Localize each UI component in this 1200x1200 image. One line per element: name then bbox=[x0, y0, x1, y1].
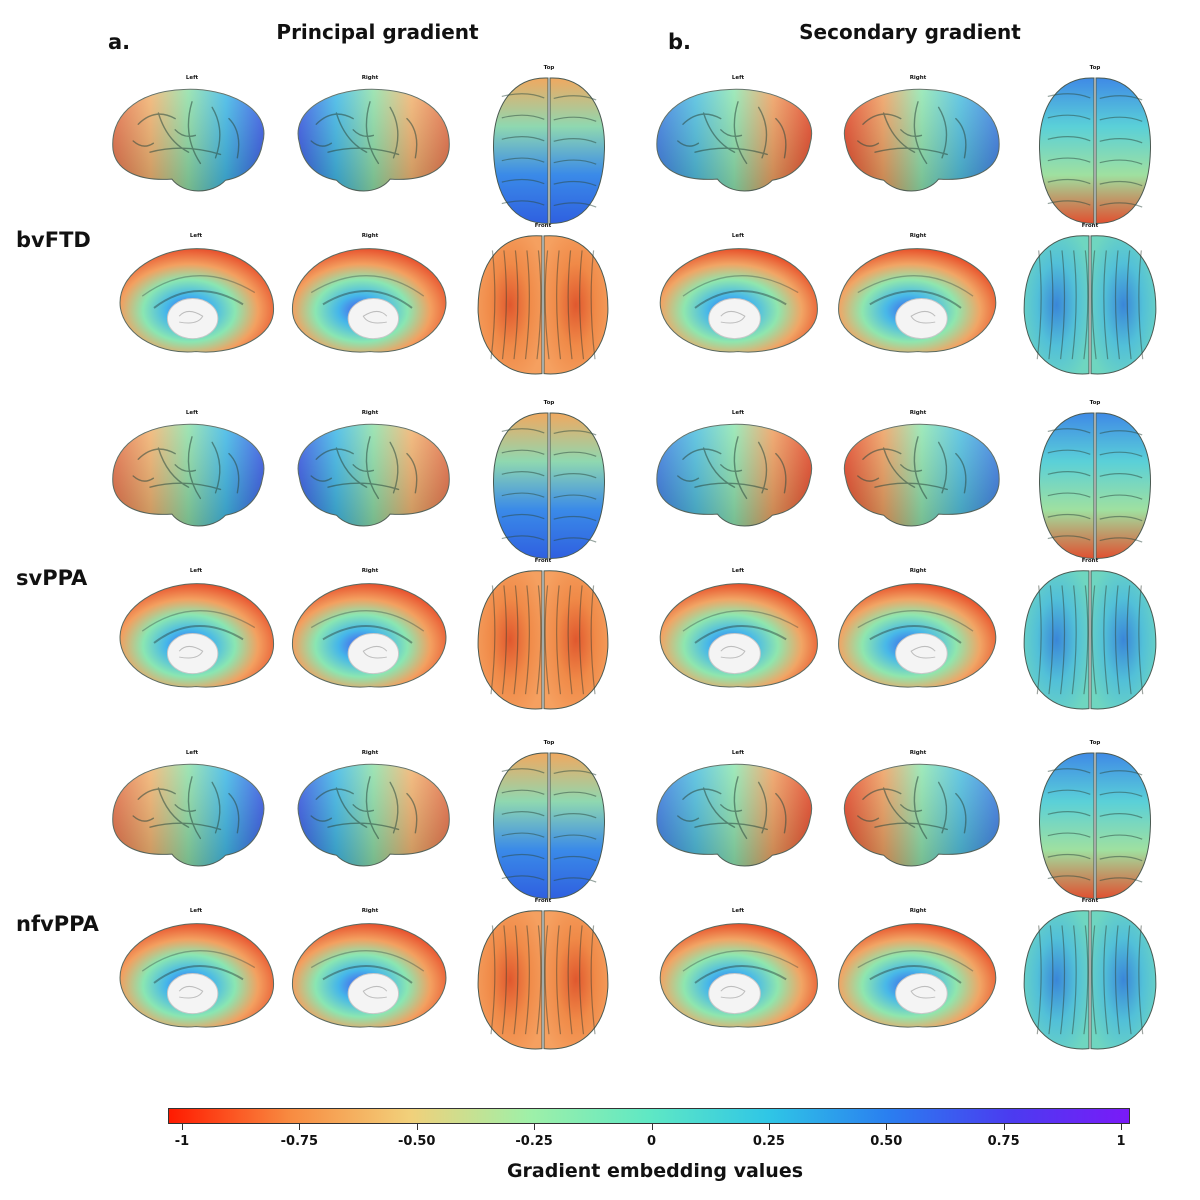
colorbar-tick-label: -0.75 bbox=[280, 1134, 319, 1149]
secondary-bvftd-medial-right bbox=[832, 243, 1004, 361]
principal-nfvppa-lateral-left-label: Left bbox=[185, 750, 199, 756]
group-label-nfvppa: nfvPPA bbox=[16, 912, 99, 936]
principal-nfvppa-medial-left bbox=[112, 918, 280, 1036]
panel-b-letter: b. bbox=[668, 30, 692, 54]
panel-a-title: Principal gradient bbox=[276, 20, 479, 44]
secondary-nfvppa-front-view bbox=[1020, 908, 1160, 1053]
secondary-bvftd-front-view bbox=[1020, 233, 1160, 378]
principal-bvftd-medial-right bbox=[286, 243, 454, 361]
colorbar bbox=[168, 1108, 1130, 1124]
secondary-svppa-lateral-right bbox=[832, 420, 1004, 532]
group-label-bvftd: bvFTD bbox=[16, 228, 91, 252]
principal-svppa-medial-left bbox=[112, 578, 280, 696]
principal-nfvppa-lateral-left bbox=[108, 760, 276, 872]
secondary-svppa-medial-right bbox=[832, 578, 1004, 696]
secondary-bvftd-medial-left-label: Left bbox=[731, 233, 745, 239]
principal-svppa-top-view bbox=[490, 410, 608, 560]
secondary-bvftd-medial-left bbox=[652, 243, 824, 361]
principal-bvftd-lateral-left-label: Left bbox=[185, 75, 199, 81]
principal-bvftd-lateral-right bbox=[286, 85, 454, 197]
principal-svppa-medial-right-label: Right bbox=[361, 568, 379, 574]
principal-bvftd-top-view bbox=[490, 75, 608, 225]
principal-bvftd-front-view bbox=[474, 233, 612, 378]
secondary-bvftd-lateral-right-label: Right bbox=[909, 75, 927, 81]
principal-nfvppa-top-view-label: Top bbox=[543, 740, 555, 746]
secondary-svppa-top-view-label: Top bbox=[1089, 400, 1101, 406]
colorbar-tick-label: -0.25 bbox=[515, 1134, 553, 1149]
colorbar-tick-mark bbox=[299, 1124, 301, 1130]
principal-nfvppa-medial-left-label: Left bbox=[189, 908, 203, 914]
colorbar-tick-mark bbox=[768, 1124, 770, 1130]
principal-bvftd-front-view-label: Front bbox=[534, 223, 552, 229]
colorbar-tick-label: -0.50 bbox=[398, 1134, 436, 1149]
principal-svppa-front-view-label: Front bbox=[534, 558, 552, 564]
principal-bvftd-medial-left-label: Left bbox=[189, 233, 203, 239]
colorbar-tick-label: -1 bbox=[174, 1134, 190, 1149]
secondary-nfvppa-lateral-right bbox=[832, 760, 1004, 872]
secondary-nfvppa-lateral-left-label: Left bbox=[731, 750, 745, 756]
principal-svppa-top-view-label: Top bbox=[543, 400, 555, 406]
secondary-svppa-lateral-right-label: Right bbox=[909, 410, 927, 416]
colorbar-tick-mark bbox=[1003, 1124, 1005, 1130]
secondary-nfvppa-top-view bbox=[1036, 750, 1154, 900]
principal-svppa-lateral-left-label: Left bbox=[185, 410, 199, 416]
principal-bvftd-top-view-label: Top bbox=[543, 65, 555, 71]
principal-bvftd-medial-right-label: Right bbox=[361, 233, 379, 239]
secondary-nfvppa-medial-left bbox=[652, 918, 824, 1036]
principal-svppa-lateral-left bbox=[108, 420, 276, 532]
principal-svppa-medial-left-label: Left bbox=[189, 568, 203, 574]
colorbar-tick-label: 0 bbox=[646, 1134, 657, 1149]
principal-nfvppa-medial-right-label: Right bbox=[361, 908, 379, 914]
secondary-svppa-medial-right-label: Right bbox=[909, 568, 927, 574]
secondary-nfvppa-lateral-right-label: Right bbox=[909, 750, 927, 756]
colorbar-title: Gradient embedding values bbox=[506, 1160, 804, 1182]
secondary-nfvppa-lateral-left bbox=[652, 760, 824, 872]
secondary-svppa-medial-left bbox=[652, 578, 824, 696]
group-label-svppa: svPPA bbox=[16, 566, 88, 590]
colorbar-tick-label: 0.50 bbox=[870, 1134, 903, 1149]
principal-nfvppa-lateral-right-label: Right bbox=[361, 750, 379, 756]
secondary-svppa-front-view-label: Front bbox=[1081, 558, 1099, 564]
principal-nfvppa-front-view-label: Front bbox=[534, 898, 552, 904]
colorbar-tick-mark bbox=[651, 1124, 653, 1130]
colorbar-tick-mark bbox=[1121, 1124, 1122, 1130]
secondary-bvftd-lateral-left bbox=[652, 85, 824, 197]
secondary-nfvppa-front-view-label: Front bbox=[1081, 898, 1099, 904]
colorbar-tick-label: 1 bbox=[1116, 1134, 1126, 1149]
colorbar-tick-label: 0.75 bbox=[987, 1134, 1020, 1149]
secondary-bvftd-lateral-left-label: Left bbox=[731, 75, 745, 81]
principal-svppa-lateral-right-label: Right bbox=[361, 410, 379, 416]
principal-nfvppa-front-view bbox=[474, 908, 612, 1053]
secondary-nfvppa-medial-right bbox=[832, 918, 1004, 1036]
secondary-bvftd-front-view-label: Front bbox=[1081, 223, 1099, 229]
panel-a-letter: a. bbox=[108, 30, 131, 54]
secondary-bvftd-top-view bbox=[1036, 75, 1154, 225]
principal-bvftd-lateral-left bbox=[108, 85, 276, 197]
secondary-nfvppa-medial-right-label: Right bbox=[909, 908, 927, 914]
principal-svppa-medial-right bbox=[286, 578, 454, 696]
colorbar-tick-mark bbox=[534, 1124, 536, 1130]
panel-b-title: Secondary gradient bbox=[799, 20, 1021, 44]
secondary-nfvppa-top-view-label: Top bbox=[1089, 740, 1101, 746]
principal-svppa-front-view bbox=[474, 568, 612, 713]
secondary-nfvppa-medial-left-label: Left bbox=[731, 908, 745, 914]
colorbar-tick-mark bbox=[416, 1124, 418, 1130]
colorbar-tick-label: 0.25 bbox=[752, 1134, 785, 1149]
secondary-bvftd-medial-right-label: Right bbox=[909, 233, 927, 239]
colorbar-tick-mark bbox=[886, 1124, 888, 1130]
secondary-svppa-medial-left-label: Left bbox=[731, 568, 745, 574]
secondary-svppa-front-view bbox=[1020, 568, 1160, 713]
secondary-bvftd-top-view-label: Top bbox=[1089, 65, 1101, 71]
principal-svppa-lateral-right bbox=[286, 420, 454, 532]
principal-bvftd-lateral-right-label: Right bbox=[361, 75, 379, 81]
colorbar-tick-mark bbox=[182, 1124, 183, 1130]
principal-nfvppa-lateral-right bbox=[286, 760, 454, 872]
secondary-svppa-lateral-left bbox=[652, 420, 824, 532]
secondary-bvftd-lateral-right bbox=[832, 85, 1004, 197]
secondary-svppa-lateral-left-label: Left bbox=[731, 410, 745, 416]
principal-nfvppa-top-view bbox=[490, 750, 608, 900]
secondary-svppa-top-view bbox=[1036, 410, 1154, 560]
principal-nfvppa-medial-right bbox=[286, 918, 454, 1036]
principal-bvftd-medial-left bbox=[112, 243, 280, 361]
